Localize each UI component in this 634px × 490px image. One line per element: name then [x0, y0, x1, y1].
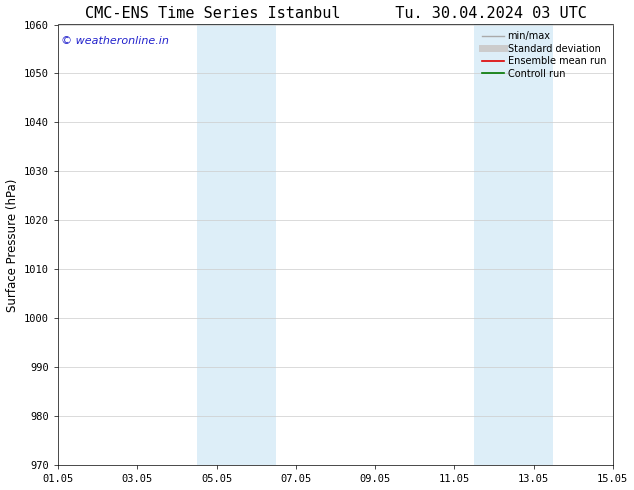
Bar: [474, 24, 553, 465]
Title: CMC-ENS Time Series Istanbul      Tu. 30.04.2024 03 UTC: CMC-ENS Time Series Istanbul Tu. 30.04.2…: [84, 5, 586, 21]
Text: © weatheronline.in: © weatheronline.in: [61, 35, 169, 46]
Legend: min/max, Standard deviation, Ensemble mean run, Controll run: min/max, Standard deviation, Ensemble me…: [481, 29, 608, 80]
Y-axis label: Surface Pressure (hPa): Surface Pressure (hPa): [6, 178, 18, 312]
Bar: [197, 24, 276, 465]
